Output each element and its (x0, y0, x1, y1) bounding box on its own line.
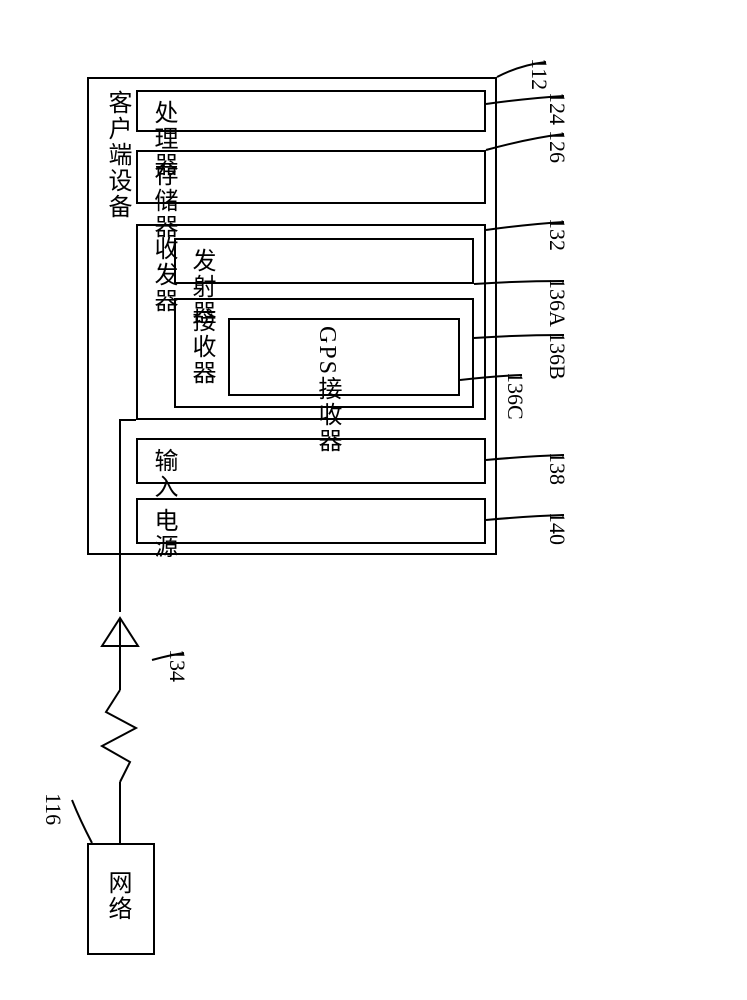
callout-132: 132 (544, 218, 570, 251)
callout-136A: 136A (544, 278, 570, 327)
callout-112: 112 (526, 58, 552, 90)
diagram-lines (0, 0, 747, 1000)
callout-136C: 136C (502, 372, 528, 420)
callout-116: 116 (40, 793, 66, 825)
callout-136B: 136B (544, 332, 570, 380)
callout-134: 134 (164, 649, 190, 682)
callout-140: 140 (544, 512, 570, 545)
callout-126: 126 (544, 130, 570, 163)
callout-124: 124 (544, 92, 570, 125)
callout-138: 138 (544, 452, 570, 485)
